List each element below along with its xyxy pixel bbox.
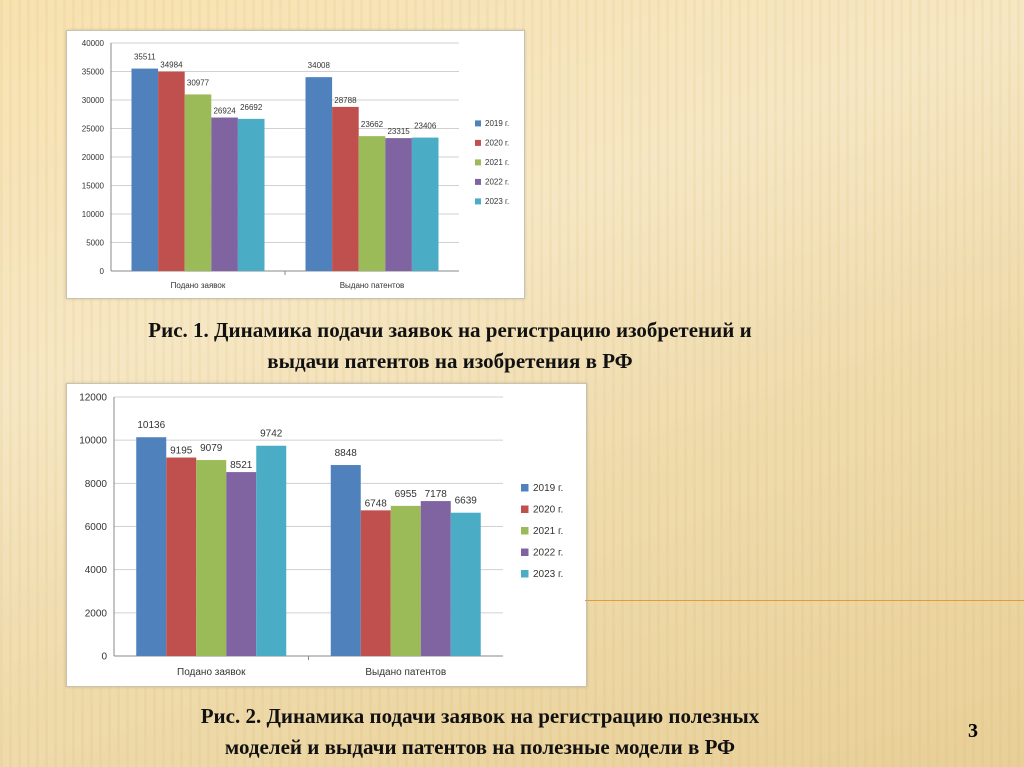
bar: [330, 465, 361, 656]
legend-swatch: [475, 139, 481, 146]
legend-swatch: [521, 548, 529, 556]
bar: [332, 106, 359, 271]
bar: [305, 77, 333, 271]
x-category-label: Выдано патентов: [340, 281, 405, 290]
legend-swatch: [475, 198, 481, 205]
bar: [256, 445, 287, 656]
data-label: 26692: [240, 103, 263, 112]
bar: [390, 505, 421, 656]
y-tick-label: 0: [101, 652, 107, 663]
data-label: 7178: [425, 489, 448, 500]
page-number: 3: [968, 720, 978, 742]
legend-label: 2020 г.: [533, 505, 563, 516]
bar: [450, 512, 481, 656]
caption-line: Рис. 2. Динамика подачи заявок на регист…: [200, 704, 760, 728]
y-tick-label: 0: [100, 267, 105, 276]
data-label: 23662: [361, 120, 384, 129]
bar: [166, 457, 197, 656]
legend-label: 2019 г.: [533, 483, 563, 494]
data-label: 10136: [137, 420, 165, 431]
y-tick-label: 40000: [82, 39, 105, 48]
x-category-label: Выдано патентов: [365, 667, 446, 678]
y-tick-label: 10000: [82, 210, 105, 219]
data-label: 35511: [134, 53, 156, 62]
data-label: 30977: [187, 78, 210, 87]
legend-swatch: [521, 570, 529, 578]
data-label: 28788: [334, 96, 357, 105]
bar: [196, 460, 227, 656]
legend-swatch: [521, 527, 529, 535]
legend-label: 2019 г.: [485, 119, 509, 128]
data-label: 34008: [308, 61, 331, 70]
y-tick-label: 2000: [85, 608, 108, 619]
bar: [420, 501, 451, 656]
data-label: 6639: [455, 496, 478, 507]
legend-swatch: [521, 505, 529, 513]
y-tick-label: 12000: [79, 393, 107, 404]
legend-swatch: [475, 120, 481, 127]
caption-line: Рис. 1. Динамика подачи заявок на регист…: [148, 318, 752, 342]
divider-line: [585, 600, 1024, 601]
x-category-label: Подано заявок: [177, 667, 246, 678]
y-tick-label: 15000: [82, 181, 105, 190]
bar: [360, 510, 391, 656]
legend-label: 2022 г.: [485, 178, 509, 187]
legend-label: 2021 г.: [485, 158, 509, 167]
bar: [237, 118, 265, 272]
data-label: 9079: [200, 443, 223, 454]
y-tick-label: 8000: [85, 479, 108, 490]
data-label: 34984: [160, 61, 183, 70]
bar: [158, 71, 185, 271]
legend-swatch: [521, 484, 529, 492]
chart-svg: 0 2000 4000 6000 8000 10000 12000 Подано заявок…: [79, 393, 563, 679]
data-label: 26924: [213, 107, 236, 116]
bar: [211, 117, 238, 271]
data-label: 6955: [395, 489, 418, 500]
bar: [385, 138, 412, 271]
y-tick-label: 35000: [82, 67, 105, 76]
data-label: 8521: [230, 460, 253, 471]
caption-line: выдачи патентов на изобретения в РФ: [267, 349, 633, 373]
bar: [358, 136, 386, 271]
data-label: 9195: [170, 446, 193, 457]
figure-1-caption: Рис. 1. Динамика подачи заявок на регист…: [20, 315, 880, 377]
y-tick-label: 30000: [82, 96, 105, 105]
chart-utility-models: 0 2000 4000 6000 8000 10000 12000 Подано заявок…: [66, 383, 587, 687]
legend-swatch: [475, 159, 481, 166]
bar: [136, 437, 167, 656]
legend-label: 2023 г.: [485, 197, 509, 206]
y-tick-label: 25000: [82, 124, 105, 133]
data-label: 6748: [365, 498, 388, 509]
data-label: 9742: [260, 429, 283, 440]
legend-label: 2022 г.: [533, 548, 563, 559]
chart-svg: 0 5000 10000 15000 20000 25000 30000 35000 40000…: [82, 39, 509, 290]
legend-label: 2023 г.: [533, 569, 563, 580]
caption-line: моделей и выдачи патентов на полезные мо…: [224, 735, 736, 759]
y-tick-label: 20000: [82, 153, 105, 162]
y-tick-label: 4000: [85, 565, 108, 576]
y-tick-label: 5000: [86, 238, 104, 247]
data-label: 8848: [335, 448, 358, 459]
x-category-label: Подано заявок: [171, 281, 226, 290]
bar: [131, 68, 159, 271]
data-label: 23315: [387, 127, 410, 136]
chart-inventions: 0 5000 10000 15000 20000 25000 30000 35000 40000…: [66, 30, 525, 299]
bar: [226, 472, 257, 656]
bar: [411, 137, 439, 271]
bar: [184, 94, 212, 272]
legend-label: 2021 г.: [533, 526, 563, 537]
data-label: 23406: [414, 122, 437, 131]
figure-2-caption: Рис. 2. Динамика подачи заявок на регист…: [50, 701, 910, 763]
legend-label: 2020 г.: [485, 139, 509, 148]
y-tick-label: 10000: [79, 436, 107, 447]
y-tick-label: 6000: [85, 522, 108, 533]
legend-swatch: [475, 178, 481, 185]
